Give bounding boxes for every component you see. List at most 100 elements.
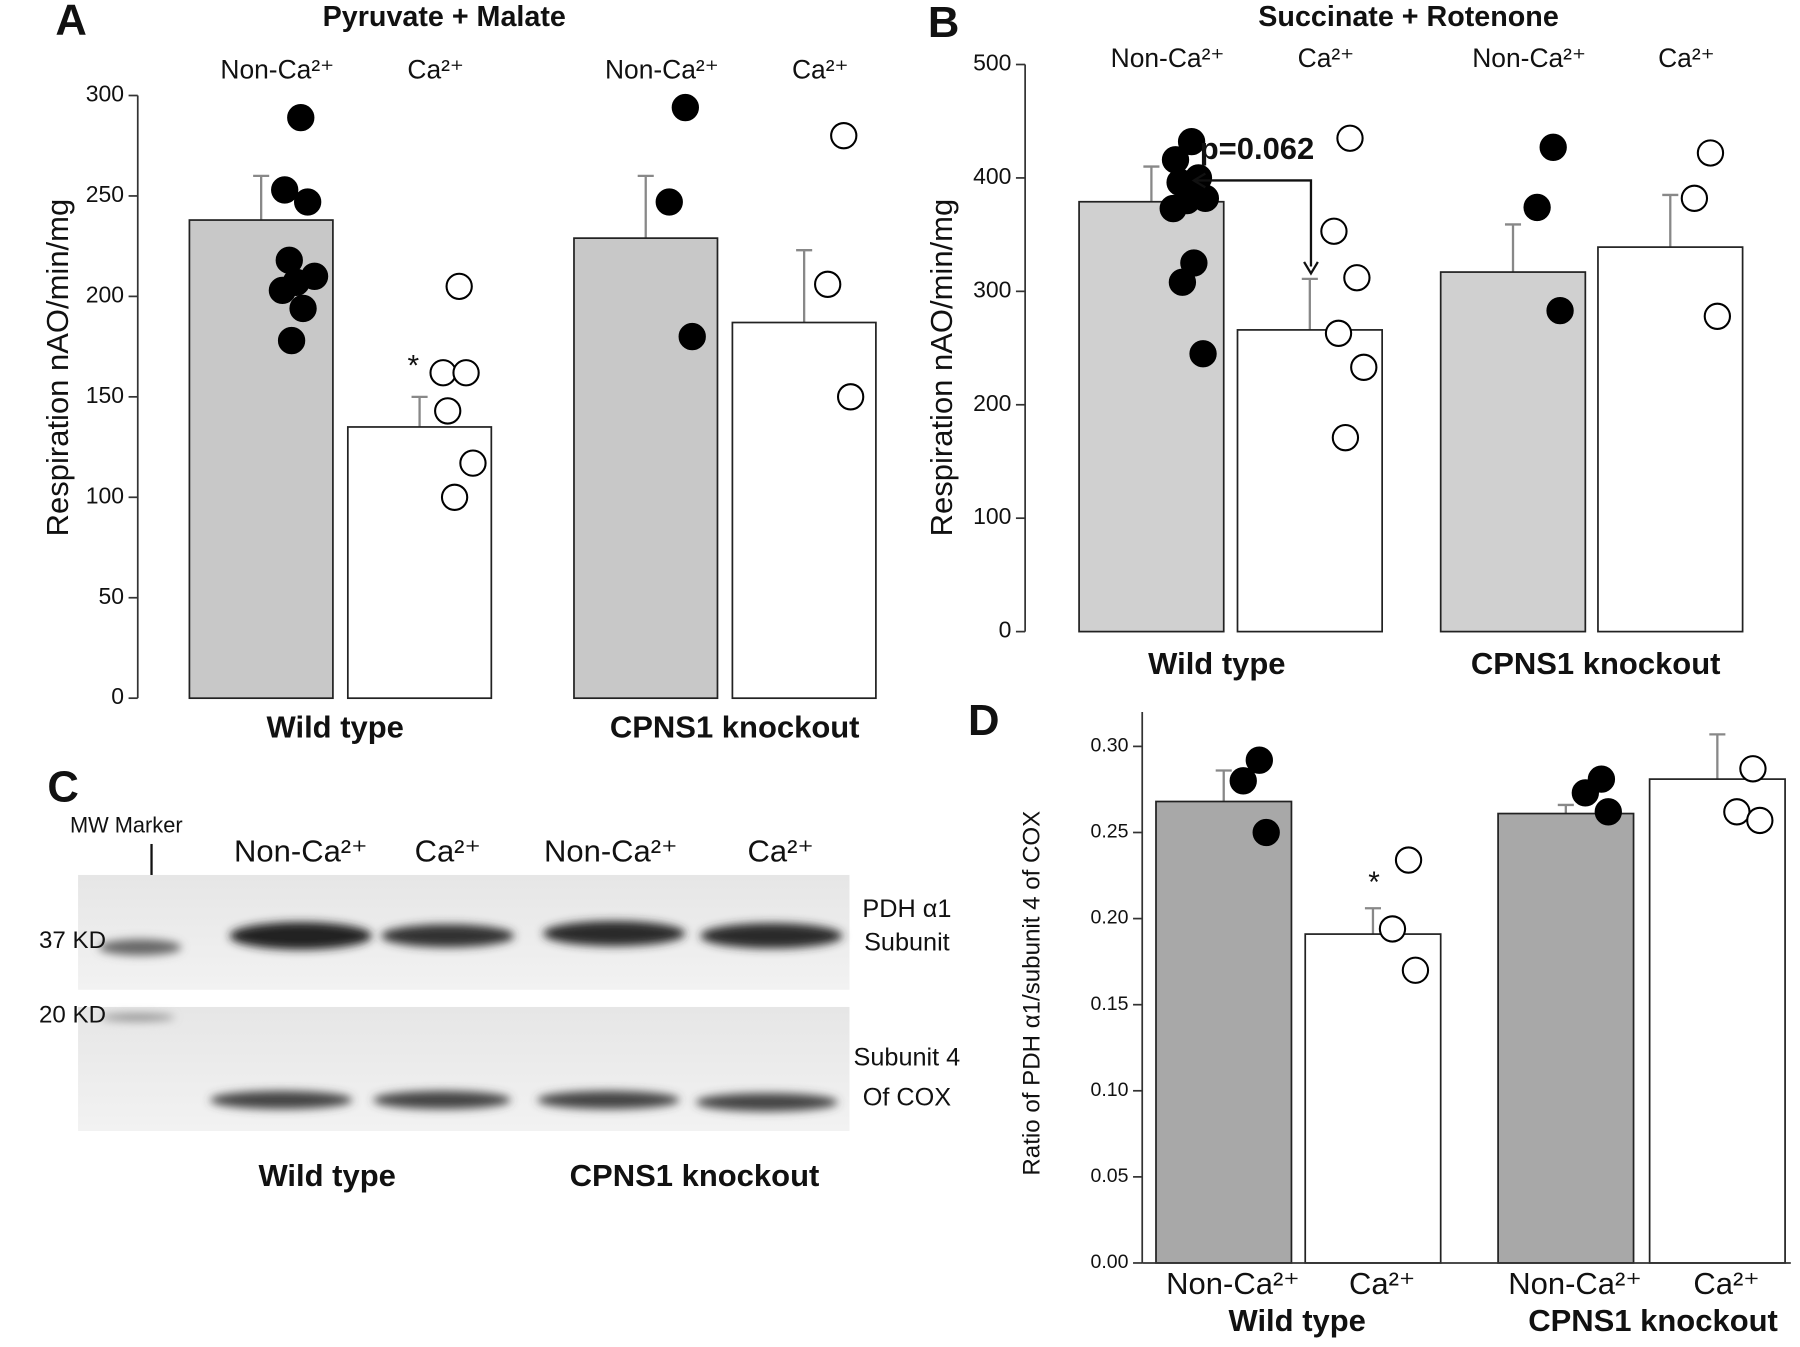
data-point	[830, 122, 858, 150]
data-point	[1331, 423, 1360, 452]
y-tick-label: 0.10	[1090, 1079, 1128, 1101]
chart-title: Pyruvate + Malate	[323, 1, 566, 33]
data-point	[1523, 193, 1551, 222]
band	[98, 939, 182, 956]
data-point	[1343, 264, 1371, 292]
bar	[731, 321, 877, 700]
data-point	[655, 188, 683, 216]
data-point	[1245, 746, 1273, 774]
category-label: Ca²⁺	[1298, 43, 1354, 73]
data-point	[459, 449, 487, 477]
panel-letter: C	[47, 764, 79, 812]
y-tick-label: 0.05	[1090, 1165, 1128, 1187]
data-point	[671, 93, 699, 122]
arrow-head	[1303, 261, 1319, 276]
category-label: Non-Ca²⁺	[1472, 43, 1586, 73]
data-point	[814, 270, 842, 299]
y-tick-label: 500	[973, 50, 1011, 76]
data-point	[1168, 268, 1197, 296]
band-label: Subunit 4	[854, 1043, 961, 1071]
y-tick-label: 100	[86, 482, 124, 508]
band	[229, 922, 372, 950]
y-axis-label: Respiration nAO/min/mg	[40, 199, 75, 537]
y-tick-label: 0.20	[1090, 907, 1128, 929]
y-tick-label: 0.25	[1090, 821, 1128, 843]
data-point	[452, 359, 480, 387]
group-label: CPNS1 knockout	[1528, 1303, 1778, 1338]
data-point	[1350, 353, 1378, 381]
data-point	[678, 322, 706, 351]
data-point	[440, 483, 469, 511]
bar	[1497, 812, 1635, 1264]
bar	[1648, 778, 1786, 1264]
chart-title: Succinate + Rotenone	[1258, 1, 1559, 33]
band	[101, 1013, 175, 1021]
data-point	[1739, 755, 1767, 783]
group-label: Wild type	[258, 1158, 395, 1193]
y-tick-label: 150	[86, 382, 124, 408]
y-tick-label: 300	[86, 81, 124, 107]
panel-letter: A	[55, 0, 87, 45]
band	[542, 920, 686, 947]
data-point	[1378, 915, 1407, 943]
group-label: CPNS1 knockout	[1471, 646, 1721, 681]
band	[381, 924, 515, 948]
band-label: Of COX	[863, 1083, 952, 1111]
data-point	[1320, 217, 1348, 245]
lane-label: Non-Ca²⁺	[234, 833, 367, 868]
group-label: CPNS1 knockout	[610, 709, 860, 744]
band	[373, 1090, 511, 1110]
band-label: Subunit	[864, 929, 950, 957]
data-point	[1324, 319, 1353, 347]
membrane	[78, 1006, 850, 1131]
y-tick-label: 300	[973, 276, 1011, 302]
size-label: 20 KD	[39, 1002, 106, 1029]
y-tick-label: 0.30	[1090, 735, 1128, 757]
y-axis-label: Ratio of PDH α1/subunit 4 of COX	[1019, 811, 1046, 1176]
bar	[188, 219, 334, 700]
data-point	[1401, 956, 1430, 984]
category-label: Ca²⁺	[1693, 1266, 1759, 1301]
y-tick-label: 50	[98, 583, 124, 609]
data-point	[1177, 127, 1206, 156]
category-label: Ca²⁺	[407, 54, 463, 84]
panel-c: C MW Marker Non-Ca²⁺ Ca²⁺ Non-Ca²⁺ Ca²⁺ …	[39, 764, 960, 1194]
category-label: Non-Ca²⁺	[1111, 43, 1225, 73]
band	[700, 923, 843, 949]
band	[537, 1090, 680, 1110]
group-label: CPNS1 knockout	[570, 1158, 820, 1193]
data-point	[434, 397, 462, 425]
y-tick-label: 200	[86, 281, 124, 307]
y-tick-label: 0.15	[1090, 993, 1128, 1015]
y-tick-label: 250	[86, 181, 124, 207]
data-point	[1539, 133, 1567, 161]
data-point	[1252, 818, 1280, 847]
category-label: Ca²⁺	[1349, 1266, 1415, 1301]
data-point	[277, 326, 306, 355]
category-label: Ca²⁺	[792, 54, 848, 84]
panel-letter: B	[928, 0, 960, 47]
data-point	[271, 176, 299, 204]
bar	[1236, 329, 1384, 633]
data-point	[289, 294, 317, 323]
bar	[573, 237, 719, 700]
data-point	[445, 272, 473, 301]
lane-label: Ca²⁺	[415, 833, 481, 868]
data-point	[836, 383, 865, 411]
group-label: Wild type	[1228, 1303, 1365, 1338]
category-label: Non-Ca²⁺	[220, 54, 334, 84]
annotation: *	[1368, 866, 1380, 899]
category-label: Non-Ca²⁺	[1166, 1266, 1299, 1301]
data-point	[429, 359, 457, 387]
y-tick-label: 0.00	[1090, 1251, 1128, 1273]
size-label: 37 KD	[39, 927, 106, 954]
data-point	[1723, 798, 1751, 826]
annotation: p=0.062	[1200, 131, 1315, 166]
y-tick-label: 400	[973, 163, 1011, 189]
data-point	[1703, 302, 1732, 330]
panel-letter: D	[968, 697, 1000, 745]
data-point	[1159, 194, 1187, 223]
y-tick-label: 100	[973, 503, 1011, 529]
lane-label: Non-Ca²⁺	[544, 833, 677, 868]
data-point	[1571, 779, 1599, 807]
